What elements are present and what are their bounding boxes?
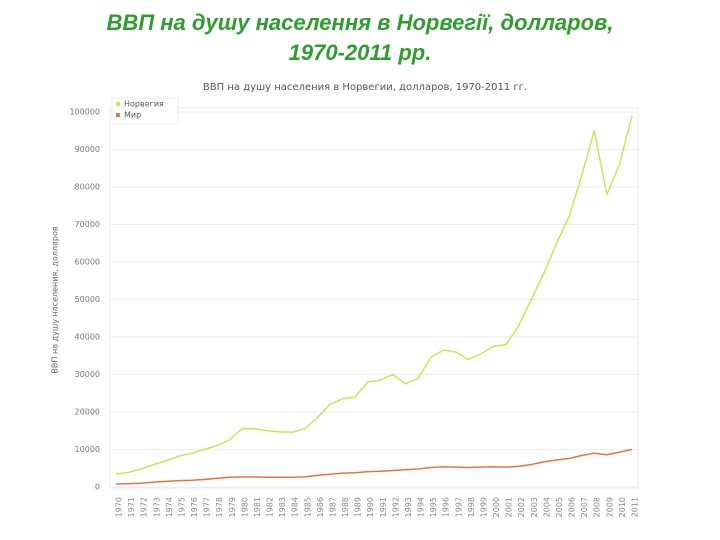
series-line bbox=[115, 115, 633, 475]
x-tick-label: 2002 bbox=[517, 497, 526, 517]
x-tick-label: 1985 bbox=[303, 497, 312, 517]
x-tick-label: 2001 bbox=[505, 497, 514, 517]
x-tick-label: 2003 bbox=[530, 497, 539, 517]
x-tick-label: 1975 bbox=[177, 497, 186, 517]
x-tick-label: 2008 bbox=[593, 497, 602, 517]
x-tick-label: 1980 bbox=[240, 497, 249, 517]
y-axis-label: ВВП на душу населения, долларов bbox=[51, 226, 60, 373]
x-tick-label: 1970 bbox=[115, 497, 124, 517]
series-line bbox=[115, 448, 633, 485]
x-tick-label: 1986 bbox=[316, 497, 325, 517]
x-tick-label: 1991 bbox=[379, 497, 388, 517]
x-tick-label: 1988 bbox=[341, 497, 350, 517]
legend-label: Норвегия bbox=[124, 100, 164, 109]
x-tick-label: 2000 bbox=[492, 497, 501, 517]
y-tick-label: 80000 bbox=[75, 183, 100, 192]
x-tick-label: 1992 bbox=[391, 497, 400, 517]
x-tick-label: 1979 bbox=[228, 497, 237, 517]
x-tick-label: 2006 bbox=[568, 497, 577, 517]
legend-swatch bbox=[116, 113, 120, 117]
x-tick-label: 1981 bbox=[253, 497, 262, 517]
y-tick-label: 70000 bbox=[75, 220, 100, 229]
y-tick-label: 0 bbox=[95, 483, 100, 492]
slide-title-line: ВВП на душу населення в Норвегії, доллар… bbox=[106, 10, 614, 35]
x-tick-label: 1996 bbox=[442, 497, 451, 517]
slide-title: ВВП на душу населення в Норвегії, доллар… bbox=[0, 8, 720, 68]
plot-area bbox=[109, 107, 639, 489]
y-tick-label: 20000 bbox=[75, 408, 100, 417]
x-tick-label: 2005 bbox=[555, 497, 564, 517]
x-tick-label: 1998 bbox=[467, 497, 476, 517]
x-tick-label: 1973 bbox=[152, 497, 161, 517]
x-tick-label: 1990 bbox=[366, 497, 375, 517]
y-tick-label: 100000 bbox=[69, 108, 100, 117]
y-tick-label: 30000 bbox=[75, 370, 100, 379]
x-tick-label: 1976 bbox=[190, 497, 199, 517]
legend-swatch bbox=[116, 102, 120, 106]
x-tick-label: 1984 bbox=[291, 497, 300, 517]
y-tick-label: 90000 bbox=[75, 145, 100, 154]
x-tick-label: 1982 bbox=[266, 497, 275, 517]
x-tick-label: 2007 bbox=[580, 497, 589, 517]
x-tick-label: 1983 bbox=[278, 497, 287, 517]
x-tick-label: 1977 bbox=[203, 497, 212, 517]
x-tick-label: 2009 bbox=[605, 497, 614, 517]
x-tick-label: 1995 bbox=[429, 497, 438, 517]
legend-box bbox=[111, 97, 179, 125]
legend-label: Мир bbox=[124, 111, 141, 120]
x-tick-label: 1994 bbox=[417, 497, 426, 517]
x-tick-label: 2004 bbox=[542, 497, 551, 517]
x-tick-label: 1993 bbox=[404, 497, 413, 517]
x-tick-label: 1974 bbox=[165, 497, 174, 517]
x-tick-label: 1978 bbox=[215, 497, 224, 517]
y-tick-label: 10000 bbox=[75, 445, 100, 454]
chart-title: ВВП на душу населения в Норвегии, доллар… bbox=[203, 82, 527, 93]
x-tick-label: 2010 bbox=[618, 497, 627, 517]
y-tick-label: 50000 bbox=[75, 295, 100, 304]
y-tick-label: 40000 bbox=[75, 333, 100, 342]
x-tick-label: 1971 bbox=[127, 497, 136, 517]
y-tick-label: 60000 bbox=[75, 258, 100, 267]
x-tick-label: 1989 bbox=[354, 497, 363, 517]
x-tick-label: 1987 bbox=[328, 497, 337, 517]
x-tick-label: 2011 bbox=[631, 497, 640, 517]
x-tick-label: 1972 bbox=[140, 497, 149, 517]
x-tick-label: 1997 bbox=[454, 497, 463, 517]
slide-title-line: 1970-2011 рр. bbox=[288, 40, 432, 65]
x-tick-label: 1999 bbox=[479, 497, 488, 517]
